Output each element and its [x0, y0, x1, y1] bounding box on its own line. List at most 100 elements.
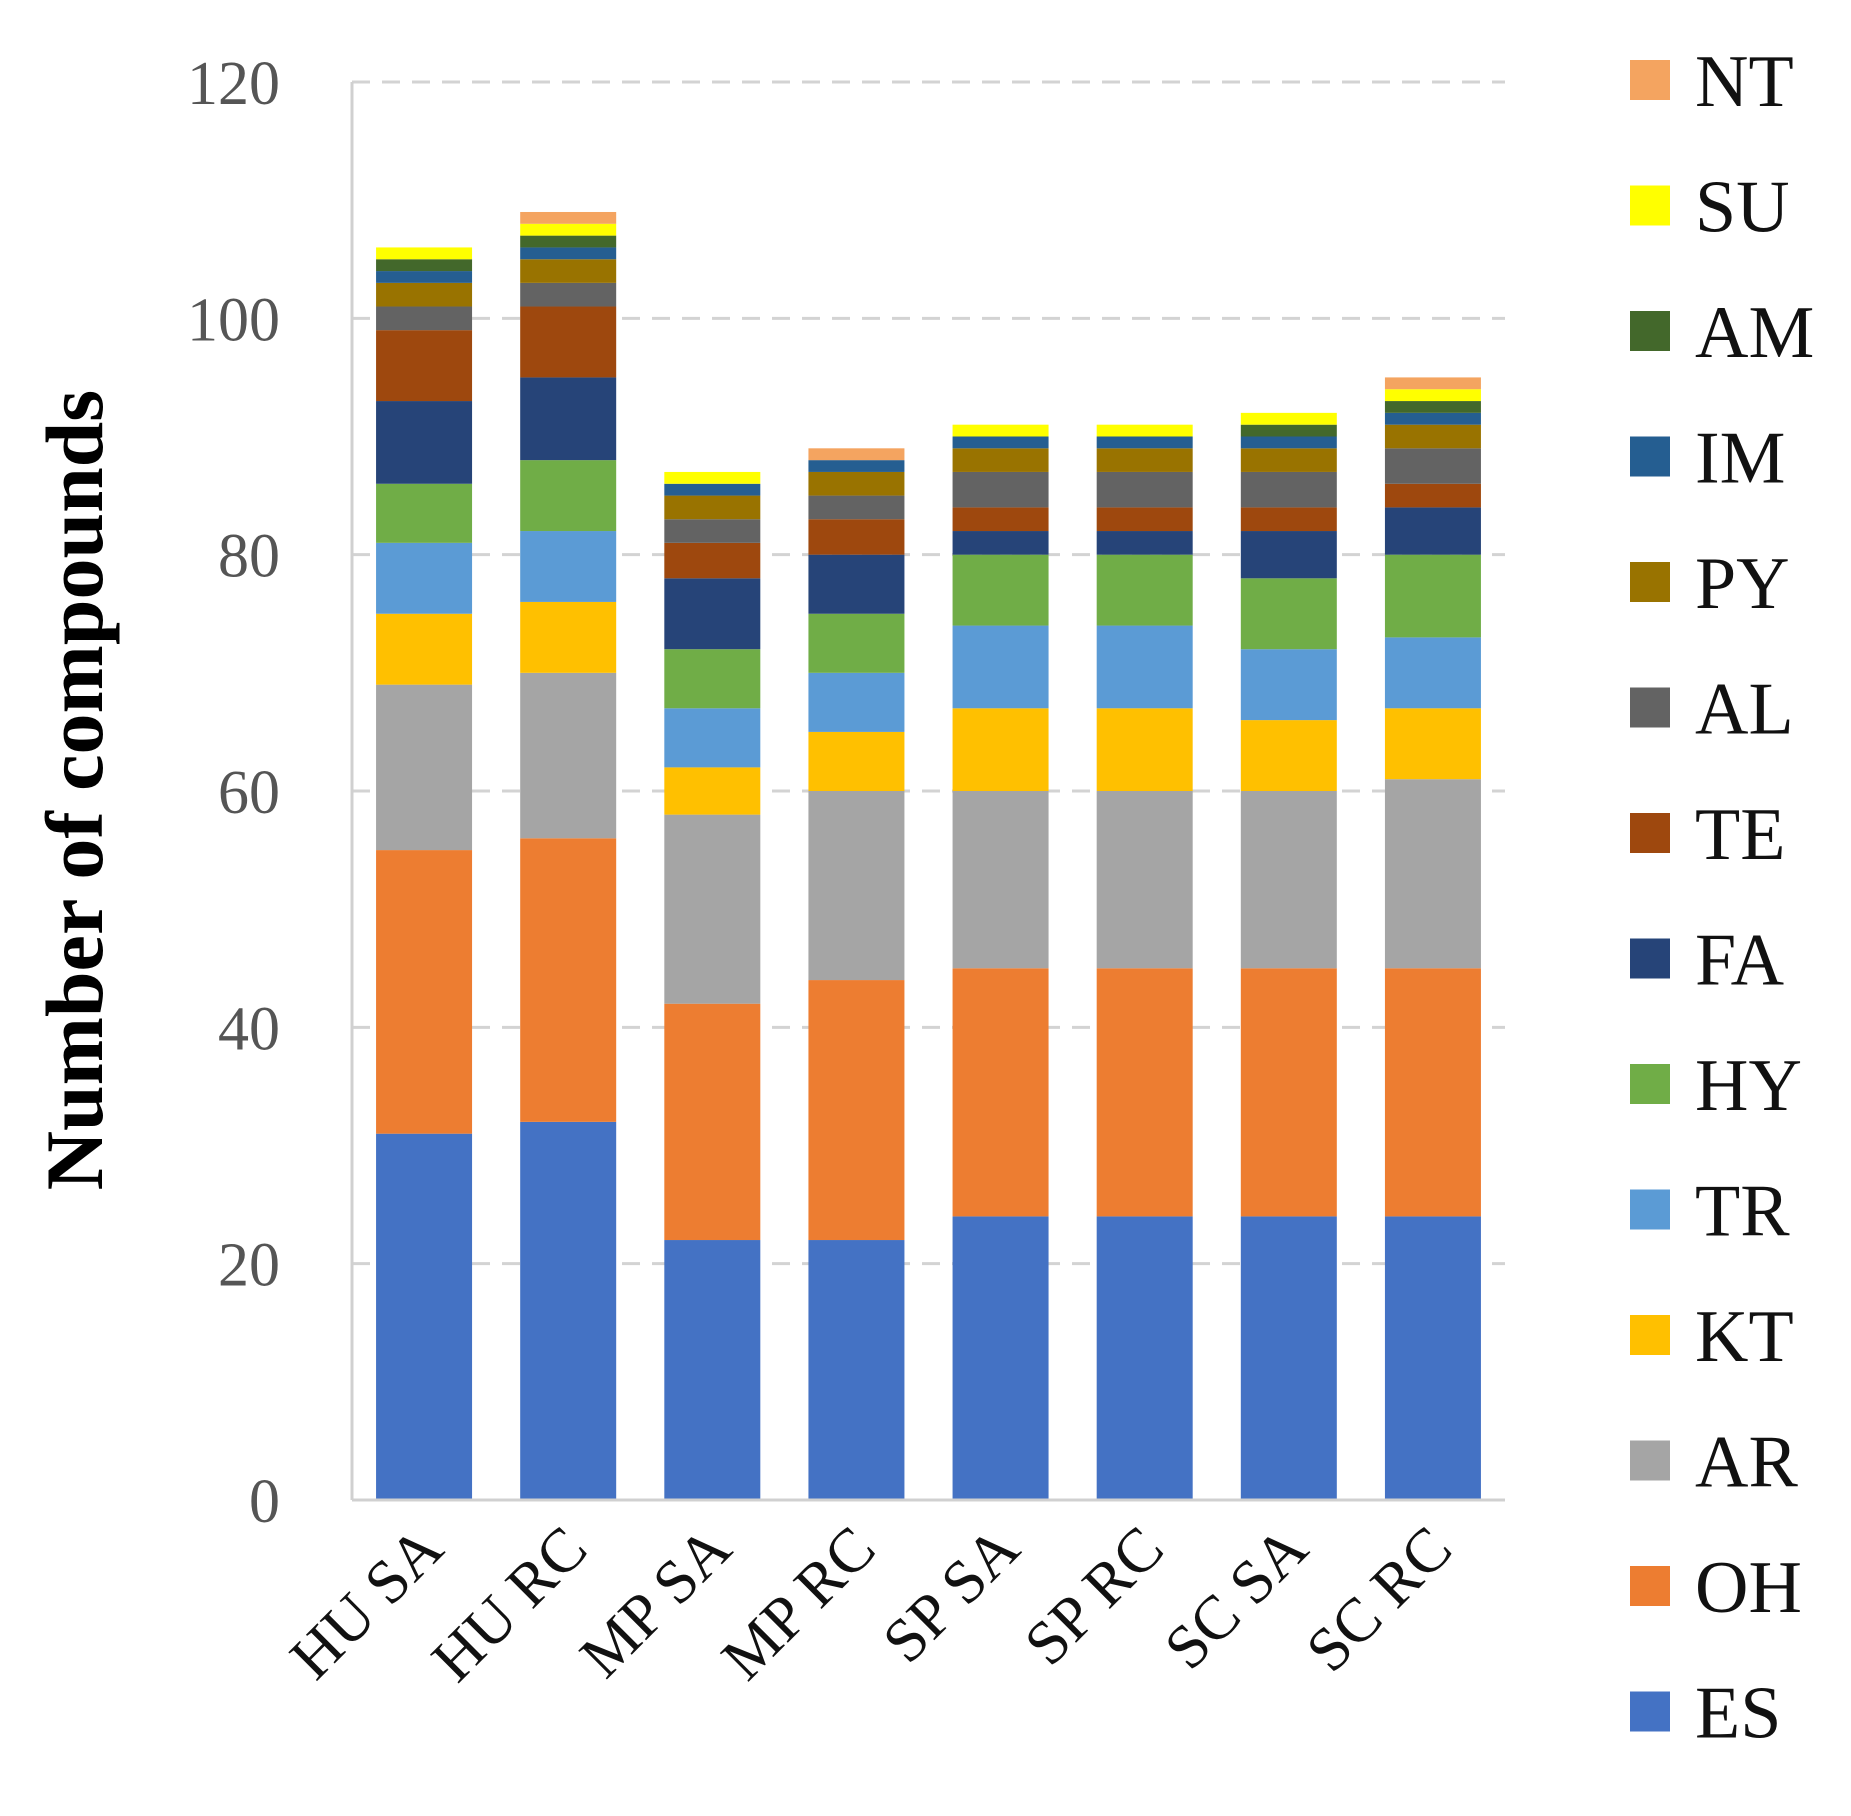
bar-segment-fa [1096, 531, 1193, 555]
y-tick-labels: 0 20 40 60 80 100 120 [187, 50, 280, 1536]
y-tick-label: 0 [249, 1468, 280, 1536]
bar-segment-es [952, 1216, 1049, 1500]
bar-segment-hy [1384, 554, 1481, 638]
bar-segment-nt [1384, 377, 1481, 390]
bar-segment-py [376, 282, 473, 307]
bar-segment-kt [1240, 720, 1337, 791]
legend-label-te: TE [1695, 794, 1785, 876]
bar-segment-te [1384, 483, 1481, 508]
bar-segment-py [1096, 448, 1193, 472]
bar-segment-al [952, 471, 1049, 508]
bar-segment-su [520, 223, 617, 236]
bar-segment-ar [952, 791, 1049, 969]
bar-segment-hy [376, 483, 473, 543]
bars [376, 211, 1481, 1500]
legend-swatch-py [1630, 562, 1670, 602]
legend-label-am: AM [1695, 292, 1814, 374]
bar-segment-kt [664, 767, 761, 815]
bar-segment-im [376, 271, 473, 283]
bar-segment-te [376, 330, 473, 402]
legend-label-tr: TR [1695, 1171, 1790, 1253]
bar-segment-tr [520, 531, 617, 602]
bar-segment-al [1384, 448, 1481, 484]
bar-segment-nt [520, 211, 617, 224]
bar-segment-ar [1096, 791, 1193, 969]
bar-segment-fa [808, 554, 905, 614]
bar-segment-im [1240, 436, 1337, 449]
bar-segment-hy [1096, 554, 1193, 626]
bar-segment-oh [952, 968, 1049, 1217]
bar-segment-py [1384, 424, 1481, 449]
bar-segment-im [808, 460, 905, 472]
legend-swatch-oh [1630, 1566, 1670, 1606]
bar-segment-im [664, 483, 761, 496]
legend-label-py: PY [1695, 543, 1790, 625]
x-category-label: SP RC [1012, 1514, 1177, 1679]
bar-segment-kt [808, 731, 905, 791]
x-category-label: SC SA [1152, 1514, 1321, 1683]
bar-segment-te [1240, 507, 1337, 532]
legend-label-im: IM [1695, 418, 1785, 500]
bar-segment-oh [808, 980, 905, 1241]
bar-segment-ar [664, 814, 761, 1004]
bar-segment-al [664, 519, 761, 543]
bar-segment-am [520, 235, 617, 248]
bar-segment-hy [952, 554, 1049, 626]
legend-swatch-tr [1630, 1189, 1670, 1230]
legend-label-kt: KT [1695, 1296, 1794, 1378]
bar-segment-tr [1384, 637, 1481, 709]
x-category-label: MP SA [567, 1514, 744, 1691]
legend-label-oh: OH [1695, 1547, 1802, 1629]
y-tick-label: 80 [218, 523, 280, 591]
legend-swatch-su [1630, 185, 1670, 226]
bar-segment-py [808, 471, 905, 496]
bar-segment-es [1096, 1216, 1193, 1500]
bar-segment-py [952, 448, 1049, 472]
bar-segment-al [376, 306, 473, 331]
bar-segment-ar [1384, 779, 1481, 969]
bar-segment-tr [664, 708, 761, 768]
bar-segment-im [520, 247, 617, 260]
bar-segment-im [1096, 436, 1193, 449]
bar-segment-te [1096, 507, 1193, 532]
legend-label-nt: NT [1695, 41, 1794, 123]
bar-segment-oh [376, 850, 473, 1134]
bar-segment-hy [1240, 578, 1337, 650]
bar-segment-su [664, 471, 761, 484]
bar-segment-te [664, 542, 761, 579]
bar-segment-fa [520, 377, 617, 461]
legend-label-hy: HY [1695, 1045, 1802, 1127]
bar-segment-am [1384, 401, 1481, 413]
bar-segment-es [1240, 1216, 1337, 1500]
y-tick-label: 100 [187, 286, 280, 354]
bar-segment-tr [1096, 625, 1193, 709]
bar-segment-te [808, 519, 905, 555]
bar-segment-es [664, 1240, 761, 1500]
bar-segment-oh [664, 1003, 761, 1241]
bar-segment-fa [664, 578, 761, 650]
bar-segment-tr [1240, 649, 1337, 721]
legend-swatch-ar [1630, 1440, 1670, 1481]
bar-segment-al [1240, 471, 1337, 508]
bar-segment-fa [376, 401, 473, 484]
bar-segment-su [1096, 424, 1193, 437]
y-tick-label: 20 [218, 1232, 280, 1300]
legend-swatch-te [1630, 813, 1670, 853]
bar-segment-fa [952, 531, 1049, 555]
bar-segment-hy [808, 613, 905, 673]
axes [350, 82, 1505, 1502]
legend-label-fa: FA [1695, 920, 1784, 1002]
bar-segment-al [1096, 471, 1193, 508]
x-category-label: SC RC [1294, 1514, 1465, 1685]
y-tick-label: 60 [218, 759, 280, 827]
bar-segment-ar [376, 684, 473, 851]
legend-swatch-al [1630, 687, 1670, 728]
bar-segment-fa [1384, 507, 1481, 555]
x-category-label: HU SA [278, 1514, 457, 1693]
bar-segment-oh [520, 838, 617, 1122]
bar-segment-kt [952, 708, 1049, 791]
legend-label-ar: AR [1695, 1422, 1798, 1504]
bar-segment-es [1384, 1216, 1481, 1500]
bar-segment-te [520, 306, 617, 378]
